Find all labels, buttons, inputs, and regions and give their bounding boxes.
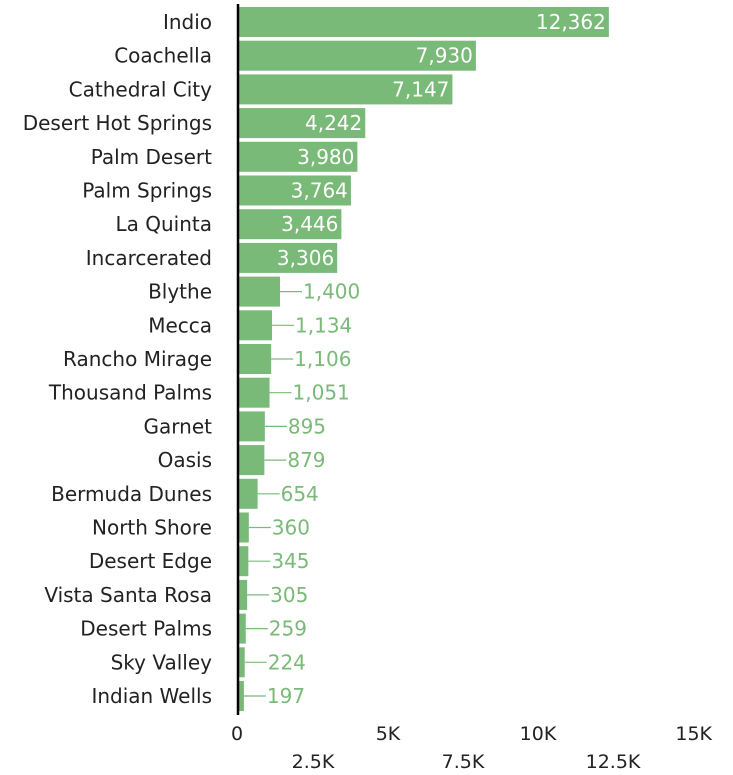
bar — [238, 7, 609, 37]
category-label: Garnet — [144, 414, 213, 438]
category-label: Desert Hot Springs — [23, 111, 212, 135]
bar — [238, 445, 265, 476]
category-label: Bermuda Dunes — [51, 482, 212, 506]
category-label: North Shore — [92, 516, 212, 540]
value-label: 3,446 — [281, 212, 338, 236]
bar — [238, 310, 273, 341]
value-label: 3,306 — [277, 246, 334, 270]
value-label: 305 — [270, 583, 308, 607]
value-label: 1,134 — [295, 313, 352, 337]
value-label: 360 — [272, 516, 310, 540]
value-label: 3,980 — [297, 145, 354, 169]
x-tick-label: 0 — [231, 723, 243, 745]
value-labels-group: 12,362 7,930 7,147 4,242 3,980 3,764 3,446 3,30… — [243, 10, 606, 708]
category-label: Palm Springs — [82, 179, 212, 203]
x-tick-labels-group: 0 2.5K 5K 7.5K 10K 12.5K 15K — [231, 723, 713, 773]
category-label: Incarcerated — [86, 246, 212, 270]
bar — [238, 647, 245, 678]
bar — [238, 74, 453, 105]
category-label: Blythe — [148, 280, 212, 304]
category-label: Indian Wells — [91, 684, 212, 708]
value-label: 1,400 — [303, 280, 360, 304]
category-label: Desert Edge — [89, 549, 212, 573]
bar — [238, 108, 366, 139]
value-label: 12,362 — [536, 10, 606, 34]
bar — [238, 276, 280, 307]
bar — [238, 512, 249, 543]
category-label: Vista Santa Rosa — [44, 583, 212, 607]
bar — [238, 411, 265, 442]
bar — [238, 478, 258, 509]
x-tick-label: 10K — [520, 723, 557, 745]
x-tick-label: 5K — [376, 723, 401, 745]
bar — [238, 681, 244, 711]
value-label: 4,242 — [305, 111, 362, 135]
category-label: Rancho Mirage — [63, 347, 212, 371]
value-label: 345 — [271, 549, 309, 573]
value-label: 259 — [269, 617, 307, 641]
value-label: 197 — [267, 684, 305, 708]
category-label: Coachella — [114, 44, 212, 68]
bars-group — [238, 7, 609, 711]
category-label: Oasis — [158, 448, 212, 472]
category-label: Cathedral City — [69, 77, 212, 101]
category-label: Palm Desert — [91, 145, 212, 169]
bar — [238, 141, 358, 172]
value-label: 895 — [288, 414, 326, 438]
category-label: Mecca — [148, 313, 212, 337]
category-label: Indio — [163, 10, 212, 34]
value-label: 7,147 — [392, 77, 449, 101]
category-label: Thousand Palms — [48, 381, 212, 405]
value-label: 7,930 — [416, 44, 473, 68]
x-tick-label: 15K — [675, 723, 712, 745]
bar — [238, 579, 248, 610]
bar — [238, 175, 351, 206]
value-label: 1,106 — [294, 347, 351, 371]
bar — [238, 344, 272, 374]
value-label: 3,764 — [291, 179, 348, 203]
bar — [238, 546, 249, 577]
category-label: Sky Valley — [111, 650, 213, 674]
value-label: 879 — [287, 448, 325, 472]
bar — [238, 242, 338, 273]
bar — [238, 613, 246, 644]
value-label: 654 — [281, 482, 319, 506]
bar — [238, 40, 476, 71]
category-labels-group: Indio Coachella Cathedral City Desert Hot S… — [23, 10, 212, 708]
x-tick-label: 2.5K — [292, 751, 335, 773]
x-tick-label: 7.5K — [442, 751, 485, 773]
bar — [238, 377, 270, 408]
bar — [238, 209, 342, 240]
x-tick-label: 12.5K — [586, 751, 641, 773]
category-label: La Quinta — [115, 212, 212, 236]
value-label: 224 — [268, 650, 306, 674]
category-label: Desert Palms — [80, 617, 212, 641]
value-label: 1,051 — [293, 381, 350, 405]
